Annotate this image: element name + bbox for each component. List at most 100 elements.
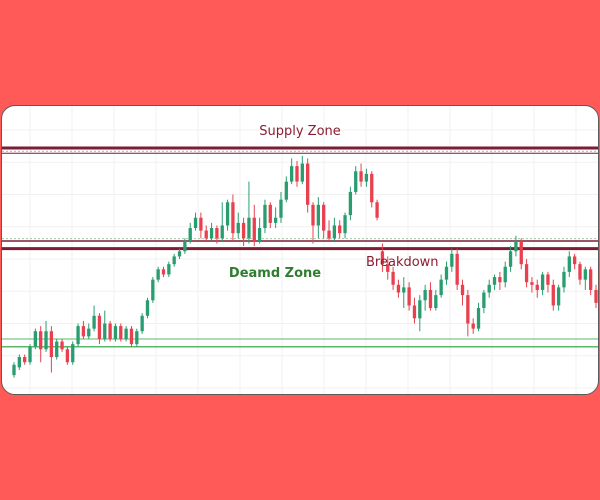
candle-body: [151, 279, 155, 301]
candle-body: [279, 199, 283, 218]
candle-body: [49, 331, 54, 358]
candle-body: [562, 271, 566, 288]
candle-body: [322, 204, 326, 231]
candle-body: [407, 287, 411, 306]
candle-body: [482, 292, 486, 309]
candle-body: [17, 357, 21, 368]
candle-body: [348, 191, 353, 216]
candle-body: [487, 284, 491, 293]
candle-body: [514, 240, 518, 252]
candle-body: [225, 202, 230, 226]
candle-body: [450, 253, 454, 267]
candle-body: [263, 204, 267, 229]
candle-body: [551, 284, 555, 306]
candle-body: [215, 228, 219, 239]
candle-body: [220, 225, 224, 239]
candle-body: [492, 277, 497, 285]
candle-body: [466, 295, 470, 324]
candle-body: [455, 253, 459, 285]
candle-body: [193, 217, 198, 229]
candles: [12, 155, 598, 378]
candle-body: [412, 305, 417, 319]
candle-body: [380, 251, 385, 265]
candle-body: [97, 315, 102, 339]
candle-body: [423, 289, 427, 301]
candle-body: [209, 228, 214, 239]
candle-body: [124, 328, 128, 339]
zone-lines: [2, 146, 598, 348]
breakdown-label: Breakdown: [366, 255, 439, 270]
candle-body: [306, 163, 310, 205]
candlestick-chart: Supply Zone Deamd Zone Breakdown: [2, 106, 598, 394]
candle-body: [460, 284, 465, 296]
candle-body: [273, 217, 278, 223]
candle-body: [530, 282, 534, 285]
candle-body: [359, 171, 363, 182]
candle-body: [268, 204, 272, 223]
candle-body: [60, 341, 64, 350]
candle-body: [33, 331, 38, 347]
candle-body: [546, 274, 550, 285]
chart-card: Supply Zone Deamd Zone Breakdown: [1, 105, 599, 395]
candle-body: [535, 284, 539, 290]
candle-body: [241, 222, 246, 239]
candle-body: [391, 271, 395, 285]
candle-body: [92, 315, 96, 329]
candle-body: [257, 228, 262, 241]
candle-body: [396, 284, 401, 293]
candle-body: [370, 173, 374, 203]
candle-body: [327, 230, 331, 239]
candle-body: [556, 287, 561, 306]
candle-body: [199, 217, 203, 231]
candle-body: [519, 240, 523, 265]
candle-body: [503, 266, 507, 283]
candle-body: [567, 256, 571, 272]
candle-body: [188, 228, 192, 241]
candle-body: [236, 222, 240, 234]
candle-body: [375, 202, 379, 218]
candle-body: [418, 300, 422, 319]
candle-body: [12, 364, 16, 376]
candle-body: [167, 264, 171, 275]
candle-body: [172, 256, 176, 265]
candle-body: [140, 315, 144, 332]
supply-zone-label: Supply Zone: [259, 124, 341, 139]
candle-body: [524, 264, 529, 283]
candle-body: [108, 323, 112, 339]
candle-body: [23, 357, 27, 363]
candle-body: [284, 181, 288, 200]
candle-body: [183, 240, 187, 252]
candle-body: [428, 289, 433, 309]
candle-body: [498, 277, 502, 283]
candle-body: [332, 225, 337, 239]
candle-body: [231, 202, 235, 234]
candle-body: [119, 326, 123, 339]
candle-body: [65, 349, 70, 363]
candle-body: [71, 344, 75, 363]
candle-body: [583, 269, 587, 280]
candle-body: [55, 341, 59, 358]
candle-body: [113, 326, 118, 339]
candle-body: [135, 331, 139, 345]
candle-body: [156, 269, 160, 280]
candle-body: [578, 264, 582, 280]
candle-body: [508, 251, 513, 267]
candle-body: [439, 279, 443, 296]
candle-body: [338, 225, 342, 234]
candle-body: [295, 166, 299, 182]
candle-body: [300, 163, 304, 182]
candle-body: [402, 287, 406, 293]
candle-body: [252, 217, 256, 241]
candle-body: [39, 331, 43, 350]
candle-body: [540, 274, 545, 290]
candle-body: [129, 328, 134, 345]
candle-body: [354, 171, 358, 192]
candle-body: [44, 331, 48, 350]
candle-body: [161, 269, 166, 275]
candle-body: [594, 289, 598, 303]
candle-body: [311, 204, 315, 226]
candle-body: [364, 173, 369, 182]
candle-body: [444, 266, 449, 280]
candle-body: [103, 323, 107, 339]
candle-body: [28, 346, 32, 363]
